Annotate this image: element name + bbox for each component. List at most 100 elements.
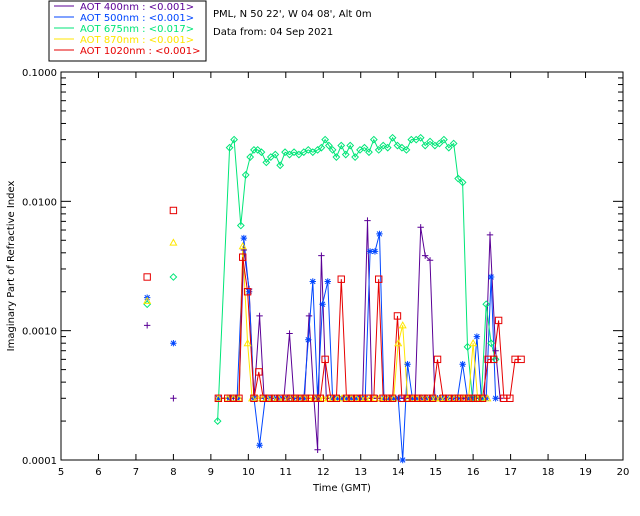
x-tick-label-12: 12 <box>317 467 330 478</box>
data-point-2-2 <box>230 135 239 144</box>
data-point-4-16 <box>301 394 309 402</box>
data-point-1-50 <box>473 333 481 340</box>
data-point-0-55 <box>492 347 499 354</box>
data-point-1-29 <box>371 248 379 255</box>
data-point-1-15 <box>305 336 312 343</box>
data-point-4-42 <box>433 355 442 364</box>
series-line-2 <box>217 136 497 422</box>
data-point-4-54 <box>494 316 503 325</box>
data-point-0-13 <box>286 330 293 337</box>
data-point-4-1 <box>224 394 232 402</box>
early-point-4-1 <box>169 206 178 215</box>
data-point-4-39 <box>418 394 427 402</box>
data-point-1-0 <box>215 395 222 402</box>
data-point-2-57 <box>482 300 491 309</box>
data-point-3-33 <box>379 394 389 402</box>
data-point-4-2 <box>229 394 238 402</box>
data-point-1-47 <box>459 361 466 368</box>
data-point-2-8 <box>257 148 266 157</box>
data-point-2-7 <box>253 145 262 154</box>
data-point-4-5 <box>243 288 252 296</box>
data-point-2-37 <box>388 133 397 142</box>
data-point-2-4 <box>241 171 250 179</box>
data-point-4-21 <box>327 394 335 402</box>
data-point-4-13 <box>286 394 294 402</box>
data-point-4-3 <box>235 394 243 402</box>
data-point-1-51 <box>478 395 485 402</box>
data-point-4-35 <box>398 394 406 402</box>
data-point-1-20 <box>329 395 336 402</box>
data-point-4-52 <box>484 355 492 364</box>
data-point-0-54 <box>486 231 494 239</box>
data-point-4-9 <box>265 394 273 402</box>
data-point-2-21 <box>317 143 326 152</box>
data-point-2-38 <box>393 141 402 150</box>
data-point-1-48 <box>464 395 471 402</box>
data-point-1-24 <box>348 395 355 402</box>
data-point-4-22 <box>332 394 341 402</box>
data-point-1-40 <box>424 395 431 402</box>
legend-entry-3: AOT 870nm : <0.001> <box>80 35 194 46</box>
data-point-2-9 <box>262 158 271 167</box>
data-point-4-15 <box>296 394 304 402</box>
data-point-2-45 <box>426 137 434 146</box>
data-point-3-0 <box>214 394 223 402</box>
early-point-3-0 <box>143 296 152 304</box>
data-point-4-29 <box>370 394 378 402</box>
data-point-1-30 <box>376 230 383 238</box>
data-point-4-49 <box>469 394 477 402</box>
data-point-2-39 <box>398 143 406 152</box>
data-point-1-35 <box>399 456 406 464</box>
x-tick-label-9: 9 <box>208 467 214 478</box>
plot-frame <box>60 71 624 461</box>
data-point-1-6 <box>256 442 263 449</box>
data-point-2-13 <box>281 148 289 157</box>
data-point-2-18 <box>304 145 313 154</box>
data-point-2-22 <box>321 135 330 144</box>
data-point-2-11 <box>271 150 280 159</box>
data-point-3-37 <box>398 321 407 329</box>
data-point-0-42 <box>426 257 434 264</box>
data-point-2-47 <box>435 139 444 148</box>
data-point-0-41 <box>421 252 429 259</box>
data-point-4-8 <box>259 394 268 402</box>
data-point-4-20 <box>321 355 329 364</box>
data-point-4-30 <box>375 275 383 283</box>
data-point-2-26 <box>337 141 346 150</box>
x-tick-label-13: 13 <box>354 467 367 478</box>
data-point-4-32 <box>384 394 392 402</box>
data-point-0-19 <box>314 446 321 453</box>
data-point-1-32 <box>385 395 393 402</box>
data-point-0-7 <box>256 312 263 320</box>
data-point-2-31 <box>360 143 369 152</box>
data-point-1-33 <box>390 395 397 402</box>
data-point-4-17 <box>306 394 314 402</box>
legend: AOT 400nm : <0.001>AOT 500nm : <0.001>AO… <box>48 0 207 62</box>
x-tick-label-8: 8 <box>170 467 176 478</box>
data-point-2-12 <box>276 161 285 170</box>
y-tick-label-2: 0.0100 <box>22 197 57 208</box>
data-point-1-13 <box>295 395 303 402</box>
data-point-4-10 <box>270 394 279 402</box>
x-tick-label-5: 5 <box>58 467 64 478</box>
data-point-1-3 <box>240 234 248 242</box>
data-point-1-17 <box>314 395 321 402</box>
data-point-4-31 <box>379 394 387 402</box>
data-point-0-4 <box>240 246 248 254</box>
data-point-2-5 <box>246 153 255 161</box>
data-point-3-32 <box>375 394 384 402</box>
y-axis-label: Imaginary Part of Refractive Index <box>6 181 17 352</box>
early-point-1-1 <box>170 340 177 347</box>
data-point-1-34 <box>395 395 402 402</box>
data-point-1-21 <box>334 395 341 402</box>
data-point-2-23 <box>324 141 333 150</box>
data-point-2-1 <box>225 143 234 152</box>
data-point-4-53 <box>490 355 498 364</box>
data-point-0-17 <box>305 312 313 320</box>
data-point-4-27 <box>358 394 367 402</box>
data-point-2-35 <box>379 141 388 150</box>
data-point-4-41 <box>428 394 437 402</box>
data-point-0-40 <box>417 224 424 231</box>
x-tick-label-16: 16 <box>467 467 480 478</box>
